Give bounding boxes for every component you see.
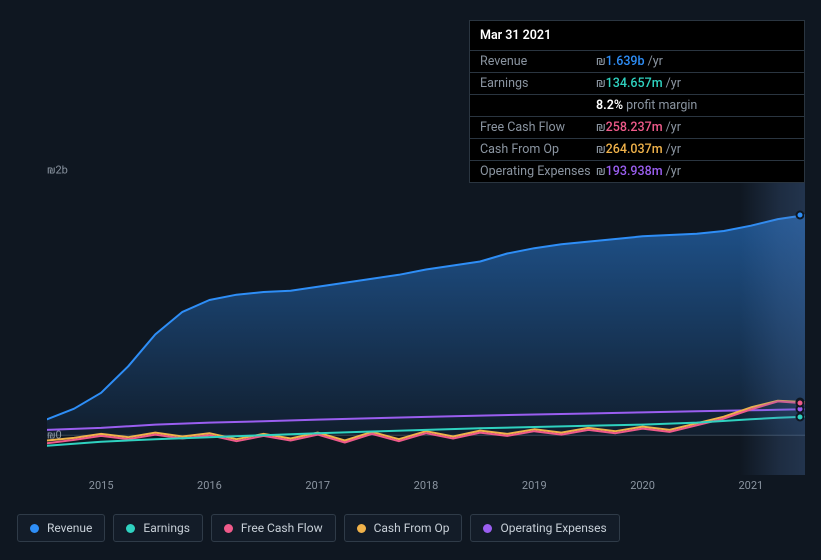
legend-swatch [357, 524, 366, 533]
x-axis-label: 2016 [197, 479, 222, 492]
x-axis-label: 2018 [414, 479, 439, 492]
tooltip-row-value: ₪264.037m/yr [596, 142, 681, 157]
tooltip-row-label: Operating Expenses [480, 164, 596, 179]
legend-item[interactable]: Operating Expenses [470, 514, 619, 542]
tooltip-row-label: Cash From Op [480, 142, 596, 157]
legend-swatch [224, 524, 233, 533]
tooltip-row-value: ₪134.657m/yr [596, 76, 681, 91]
financial-history-chart: ₪2b ₪0 2015 2016 2017 2018 2019 2020 2021 [17, 152, 805, 492]
x-axis-label: 2020 [630, 479, 655, 492]
chart-svg [47, 170, 805, 475]
legend-swatch [483, 524, 492, 533]
legend-swatch [30, 524, 39, 533]
tooltip-row-value: ₪1.639b/yr [596, 54, 663, 69]
legend-item[interactable]: Earnings [113, 514, 203, 542]
legend-label: Operating Expenses [500, 521, 606, 535]
tooltip-row-label: Free Cash Flow [480, 120, 596, 135]
tooltip-date: Mar 31 2021 [470, 21, 804, 51]
tooltip-row: Cash From Op₪264.037m/yr [470, 139, 804, 161]
tooltip-row-label: Revenue [480, 54, 596, 69]
tooltip-row-value: 8.2%profit margin [596, 98, 697, 113]
chart-tooltip: Mar 31 2021 Revenue₪1.639b/yrEarnings₪13… [469, 20, 805, 183]
y-axis-label: ₪2b [47, 164, 77, 177]
legend-item[interactable]: Free Cash Flow [211, 514, 336, 542]
tooltip-row: Free Cash Flow₪258.237m/yr [470, 117, 804, 139]
legend-label: Cash From Op [374, 521, 450, 535]
tooltip-row-label: Earnings [480, 76, 596, 91]
legend-swatch [126, 524, 135, 533]
tooltip-row: 8.2%profit margin [470, 95, 804, 117]
tooltip-row: Revenue₪1.639b/yr [470, 51, 804, 73]
x-axis-label: 2021 [738, 479, 763, 492]
tooltip-row-value: ₪193.938m/yr [596, 164, 681, 179]
series-end-marker [795, 412, 804, 421]
x-axis-label: 2017 [305, 479, 330, 492]
series-end-marker [795, 399, 804, 408]
tooltip-row: Operating Expenses₪193.938m/yr [470, 161, 804, 182]
legend-item[interactable]: Cash From Op [344, 514, 463, 542]
chart-plot-area[interactable] [47, 170, 805, 475]
tooltip-rows: Revenue₪1.639b/yrEarnings₪134.657m/yr8.2… [470, 51, 804, 182]
tooltip-row-value: ₪258.237m/yr [596, 120, 681, 135]
chart-x-axis: 2015 2016 2017 2018 2019 2020 2021 [47, 479, 805, 495]
series-end-marker [795, 211, 804, 220]
chart-legend: Revenue Earnings Free Cash Flow Cash From O… [17, 514, 620, 542]
y-axis-label: ₪0 [47, 429, 77, 442]
legend-label: Revenue [47, 521, 92, 535]
x-axis-label: 2015 [89, 479, 114, 492]
legend-label: Earnings [143, 521, 190, 535]
x-axis-label: 2019 [522, 479, 547, 492]
tooltip-row: Earnings₪134.657m/yr [470, 73, 804, 95]
legend-label: Free Cash Flow [241, 521, 323, 535]
legend-item[interactable]: Revenue [17, 514, 105, 542]
